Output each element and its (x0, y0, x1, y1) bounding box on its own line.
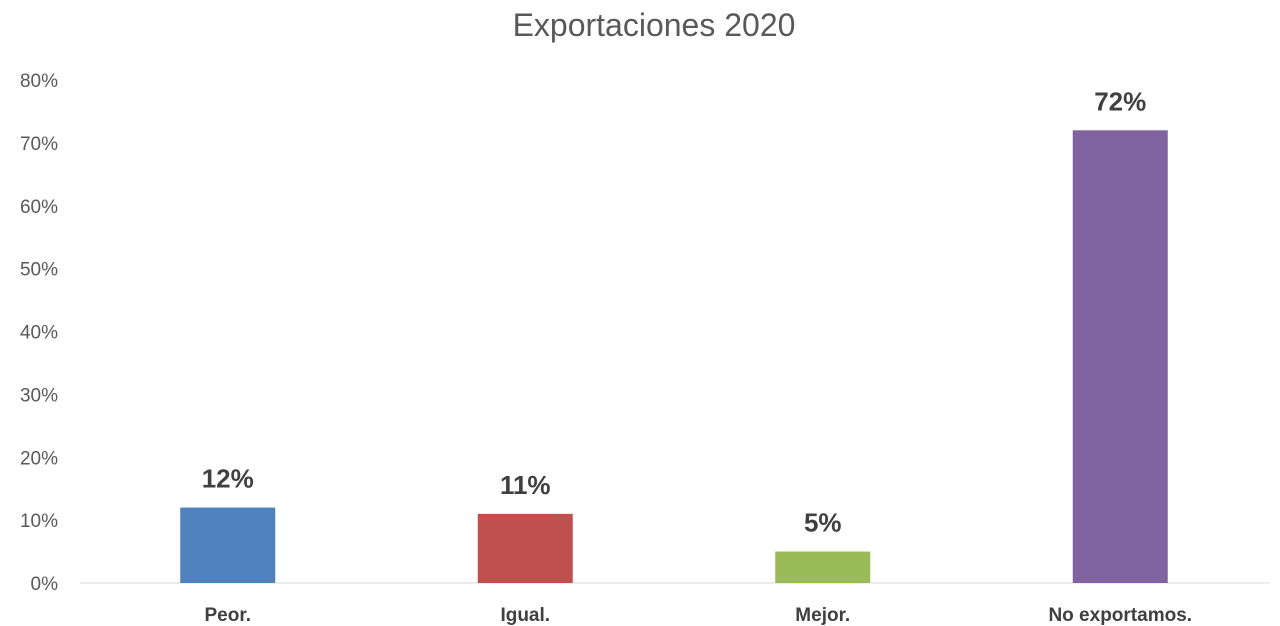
y-tick-label: 70% (20, 134, 58, 155)
bars-group (180, 130, 1168, 584)
y-tick-label: 80% (20, 71, 58, 92)
y-tick-label: 40% (20, 323, 58, 344)
bar (477, 513, 573, 583)
bar-data-label: 11% (500, 470, 551, 500)
x-tick-label: Mejor. (795, 605, 850, 626)
bar (1072, 130, 1168, 584)
x-tick-label: No exportamos. (1048, 605, 1192, 626)
x-tick-label: Igual. (500, 605, 550, 626)
bar-data-label: 72% (1094, 86, 1146, 116)
y-tick-label: 10% (20, 511, 58, 532)
y-axis: 0% 10% 20% 30% 40% 50% 60% 70% 80% (20, 71, 58, 595)
y-tick-label: 30% (20, 385, 58, 406)
y-tick-label: 50% (20, 260, 58, 281)
x-axis: Peor. Igual. Mejor. No exportamos. (205, 605, 1193, 626)
chart-title: Exportaciones 2020 (513, 7, 796, 43)
x-tick-label: Peor. (205, 605, 251, 626)
bar (775, 551, 871, 583)
bar-data-label: 12% (202, 464, 254, 494)
bar-data-label: 5% (804, 508, 842, 538)
y-tick-label: 0% (31, 574, 59, 595)
y-tick-label: 20% (20, 448, 58, 469)
y-tick-label: 60% (20, 197, 58, 218)
bar (180, 507, 276, 583)
data-labels-group: 12% 11% 5% 72% (202, 86, 1147, 537)
